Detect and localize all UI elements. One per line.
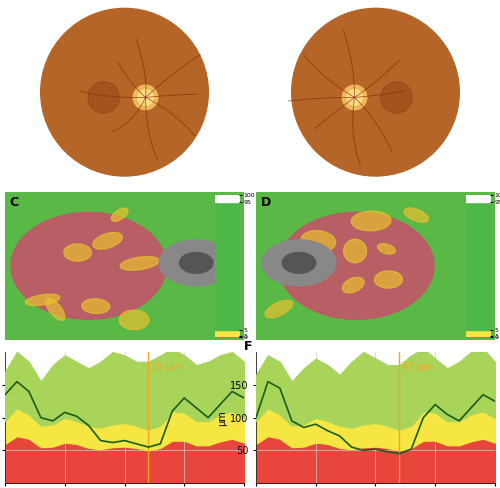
Y-axis label: μm: μm	[217, 410, 227, 426]
Ellipse shape	[46, 299, 65, 320]
Ellipse shape	[92, 232, 122, 249]
Ellipse shape	[120, 257, 159, 270]
Ellipse shape	[404, 208, 428, 222]
Circle shape	[346, 90, 362, 105]
Circle shape	[292, 8, 460, 176]
Ellipse shape	[342, 277, 364, 293]
Ellipse shape	[344, 239, 366, 263]
Circle shape	[141, 93, 150, 102]
Circle shape	[350, 93, 359, 102]
Circle shape	[262, 240, 336, 286]
Ellipse shape	[112, 208, 128, 221]
Circle shape	[138, 90, 154, 105]
Ellipse shape	[119, 310, 149, 330]
Ellipse shape	[11, 212, 166, 319]
Ellipse shape	[26, 294, 60, 305]
Ellipse shape	[265, 300, 292, 318]
Ellipse shape	[82, 299, 110, 314]
Circle shape	[88, 81, 120, 113]
Text: A: A	[42, 10, 52, 23]
Circle shape	[40, 8, 208, 176]
Text: F: F	[244, 340, 252, 352]
Circle shape	[159, 240, 234, 286]
Circle shape	[380, 81, 412, 113]
Text: 47 μm: 47 μm	[402, 362, 434, 372]
Ellipse shape	[374, 271, 402, 288]
Ellipse shape	[378, 244, 395, 254]
Text: 39 μm: 39 μm	[152, 362, 182, 372]
Ellipse shape	[278, 212, 434, 319]
Ellipse shape	[64, 244, 92, 261]
Circle shape	[342, 85, 367, 110]
Ellipse shape	[301, 231, 336, 252]
Text: B: B	[294, 10, 303, 23]
Circle shape	[133, 85, 158, 110]
Ellipse shape	[352, 211, 391, 231]
Text: D: D	[261, 196, 271, 209]
Circle shape	[180, 252, 213, 273]
Circle shape	[282, 252, 316, 273]
Text: C: C	[10, 196, 19, 209]
